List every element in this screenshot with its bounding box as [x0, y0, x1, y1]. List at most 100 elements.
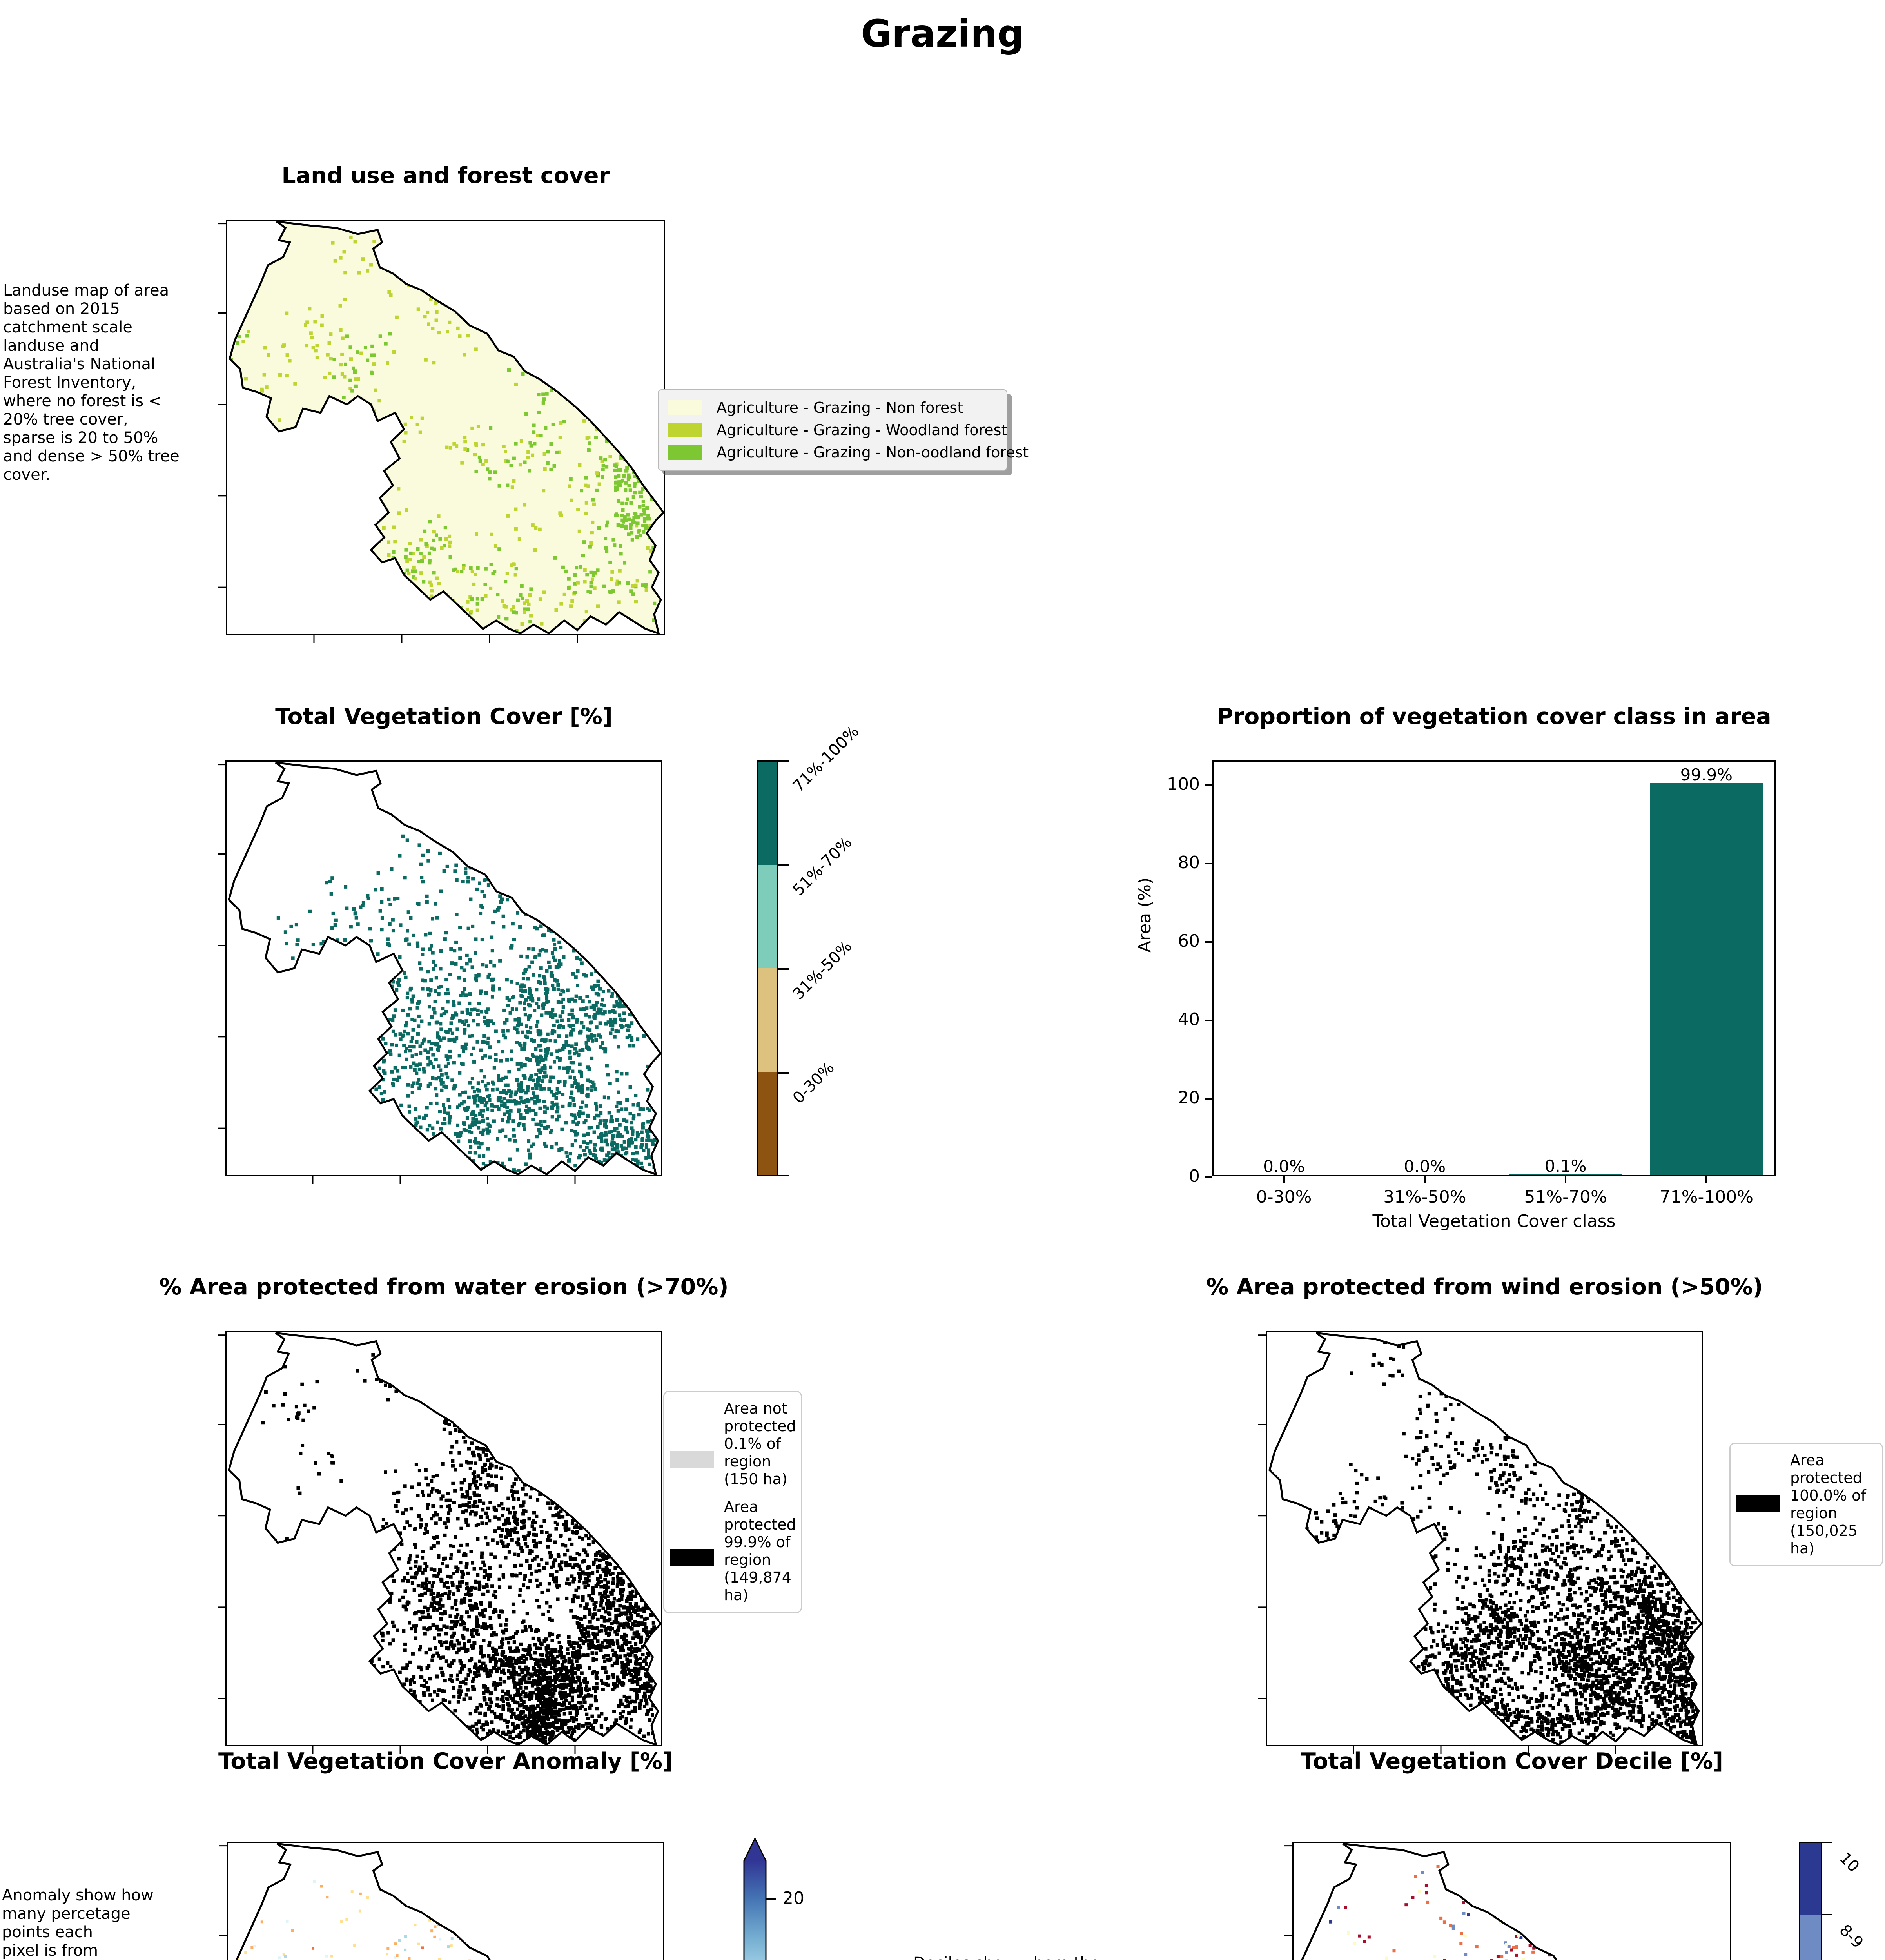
- landuse-map-title: Land use and forest cover: [281, 163, 610, 189]
- water-erosion-title: % Area protected from water erosion (>70…: [159, 1274, 729, 1300]
- bar: [1650, 783, 1763, 1175]
- page-title: Grazing: [861, 12, 1024, 56]
- wind-erosion-title: % Area protected from wind erosion (>50%…: [1206, 1274, 1763, 1300]
- bar-value-label: 0.0%: [1263, 1157, 1305, 1176]
- legend-label: Agriculture - Grazing - Non-oodland fore…: [717, 444, 1029, 461]
- colorbar-tick: [766, 1898, 776, 1900]
- wind-erosion-legend: Area protected 100.0% of region (150,025…: [1729, 1443, 1883, 1566]
- y-axis-tick-label: 40: [1178, 1009, 1200, 1029]
- colorbar-segment: [1800, 1914, 1821, 1960]
- decile-title: Total Vegetation Cover Decile [%]: [1300, 1748, 1724, 1774]
- y-axis-tick-label: 20: [1178, 1088, 1200, 1108]
- wind-erosion-map: [1266, 1331, 1703, 1746]
- x-axis-tick-label: 31%-50%: [1383, 1187, 1466, 1207]
- bar-value-label: 0.0%: [1404, 1157, 1446, 1176]
- colorbar-segment: [758, 762, 777, 865]
- barchart-xlabel: Total Vegetation Cover class: [1372, 1211, 1616, 1231]
- y-axis-tick-label: 0: [1189, 1166, 1200, 1186]
- legend-swatch-not-protected: [670, 1451, 714, 1468]
- colorbar-segment: [1800, 1843, 1821, 1915]
- map-axis-ticks: [219, 1845, 227, 1936]
- y-axis-tick: [1205, 1020, 1212, 1021]
- x-axis-tick: [1565, 1176, 1567, 1183]
- region-boundary: [1270, 1333, 1702, 1744]
- colorbar-tick: [778, 760, 789, 762]
- colorbar-segment: [758, 968, 777, 1072]
- map-axis-ticks: [1258, 1334, 1616, 1754]
- bar: [1509, 1174, 1622, 1175]
- map-axis-ticks: [218, 1334, 576, 1754]
- y-axis-tick: [1205, 863, 1212, 864]
- colorbar-tick: [778, 1072, 789, 1074]
- x-axis-tick: [1424, 1176, 1426, 1183]
- region-boundary: [229, 762, 661, 1174]
- y-axis-tick: [1205, 1176, 1212, 1178]
- y-axis-tick-label: 80: [1178, 853, 1200, 873]
- legend-label: Area protected 99.9% of region (149,874 …: [724, 1498, 796, 1604]
- legend-label: Area protected 100.0% of region (150,025…: [1790, 1452, 1866, 1557]
- x-axis-tick-label: 71%-100%: [1659, 1187, 1754, 1207]
- decile-description: Deciles show where the pixel value lies …: [913, 1954, 1125, 1960]
- legend-item: Area protected 100.0% of region (150,025…: [1736, 1452, 1876, 1557]
- y-axis-tick-label: 60: [1178, 931, 1200, 951]
- barchart-title: Proportion of vegetation cover class in …: [1217, 704, 1771, 730]
- bar-value-label: 99.9%: [1680, 765, 1733, 784]
- colorbar-tick: [778, 968, 789, 970]
- map-axis-ticks: [1284, 1845, 1292, 1936]
- decile-colorbar: [1799, 1842, 1822, 1960]
- colorbar-label: 51%-70%: [789, 833, 856, 900]
- x-axis-tick: [1705, 1176, 1707, 1183]
- legend-item: Agriculture - Grazing - Non-oodland fore…: [668, 442, 1029, 463]
- region-boundary: [229, 1333, 661, 1744]
- decile-map: [1284, 1842, 1731, 1960]
- legend-item: Area not protected 0.1% of region (150 h…: [670, 1400, 796, 1488]
- legend-label: Agriculture - Grazing - Woodland forest: [717, 421, 1007, 439]
- anomaly-colorbar: [743, 1837, 767, 1960]
- landuse-map: [226, 220, 665, 635]
- barchart: 0 20 40 60 80 100 0.0% 0-30% 0.0% 31%-50% 0.1% 51%-…: [1167, 760, 1776, 1207]
- anomaly-tick-label: 20: [782, 1888, 804, 1908]
- colorbar-label: 8-9: [1836, 1921, 1867, 1952]
- legend-label: Area not protected 0.1% of region (150 h…: [724, 1400, 796, 1488]
- colorbar-tick: [1822, 1914, 1832, 1915]
- y-axis-tick: [1205, 1098, 1212, 1100]
- legend-swatch-nonforest: [668, 400, 702, 415]
- legend-swatch-protected: [670, 1549, 714, 1566]
- anomaly-title: Total Vegetation Cover Anomaly [%]: [218, 1748, 673, 1774]
- legend-swatch-protected: [1736, 1495, 1780, 1512]
- landuse-legend: Agriculture - Grazing - Non forest Agric…: [658, 389, 1029, 471]
- landuse-description: Landuse map of area based on 2015 catchm…: [3, 281, 180, 484]
- barchart-ylabel: Area (%): [1135, 877, 1155, 953]
- anomaly-map: [219, 1842, 664, 1960]
- colorbar-tick: [778, 864, 789, 866]
- map-axis-ticks: [218, 764, 576, 1184]
- colorbar-tick: [778, 1175, 789, 1176]
- vegcover-map-title: Total Vegetation Cover [%]: [275, 704, 613, 730]
- map-axis-ticks: [218, 223, 578, 643]
- legend-item: Area protected 99.9% of region (149,874 …: [670, 1498, 796, 1604]
- legend-item: Agriculture - Grazing - Non forest: [668, 397, 997, 418]
- colorbar-segment: [758, 865, 777, 968]
- colorbar-label: 71%-100%: [789, 722, 863, 796]
- legend-swatch-woodland: [668, 422, 702, 437]
- colorbar-label: 0-30%: [789, 1058, 838, 1107]
- region-boundary: [230, 221, 664, 633]
- colorbar-label: 10: [1836, 1849, 1863, 1876]
- vegcover-map: [225, 760, 662, 1176]
- colorbar-segment: [758, 1071, 777, 1175]
- y-axis-tick-label: 100: [1167, 774, 1200, 794]
- anomaly-description: Anomaly show how many percetage points e…: [2, 1886, 154, 1960]
- legend-label: Agriculture - Grazing - Non forest: [717, 399, 963, 416]
- bar-value-label: 0.1%: [1544, 1156, 1587, 1176]
- legend-item: Agriculture - Grazing - Woodland forest: [668, 420, 1007, 440]
- vegcover-colorbar: [757, 760, 778, 1176]
- x-axis-tick-label: 0-30%: [1256, 1187, 1312, 1207]
- x-axis-tick-label: 51%-70%: [1524, 1187, 1607, 1207]
- anomaly-colorbar-bar: [743, 1837, 767, 1960]
- y-axis-tick: [1205, 941, 1212, 943]
- water-erosion-map: [225, 1331, 662, 1746]
- x-axis-tick: [1283, 1176, 1285, 1183]
- colorbar-tick: [1822, 1842, 1832, 1843]
- water-erosion-legend: Area not protected 0.1% of region (150 h…: [663, 1391, 802, 1613]
